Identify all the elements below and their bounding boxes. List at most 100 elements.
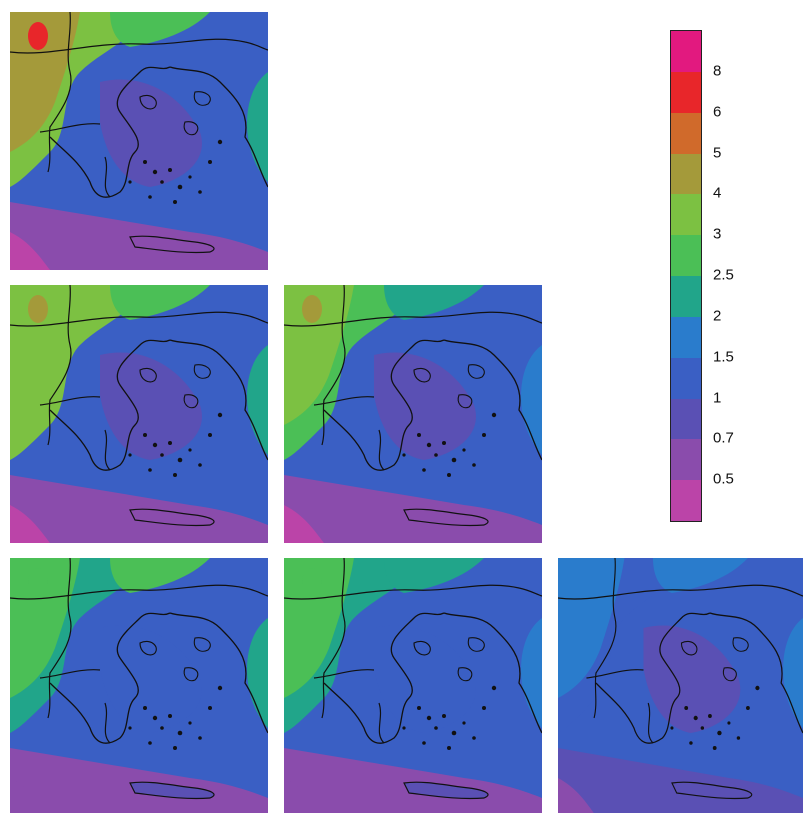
coast-peloponnese	[104, 702, 111, 744]
field-west-core	[10, 285, 80, 425]
border-north	[10, 311, 268, 327]
colorbar-tick-label: 0.5	[713, 470, 734, 488]
island-lesbos	[193, 364, 211, 379]
coast-peloponnese	[647, 702, 654, 744]
island-chios	[183, 394, 199, 409]
field-southwest	[558, 778, 594, 813]
field-west-peak	[28, 295, 48, 323]
coast-gulf	[39, 123, 101, 133]
map-panel-1	[10, 12, 268, 270]
island-crete	[129, 781, 215, 800]
border-west	[321, 558, 346, 719]
field-north	[110, 285, 210, 320]
field-aegean	[100, 625, 202, 733]
coast-mainland	[323, 339, 445, 471]
colorbar-tick-label: 5	[713, 144, 722, 161]
island-north-aegean	[413, 640, 431, 656]
field-north	[384, 558, 484, 593]
colorbar-tick-label: 6	[713, 103, 722, 121]
field-aegean	[100, 79, 202, 187]
coast-east	[443, 339, 542, 461]
island-lesbos	[467, 364, 485, 379]
field-southwest	[10, 778, 48, 813]
colorbar-band	[671, 480, 701, 522]
island-lesbos	[193, 637, 211, 652]
border-north	[558, 584, 803, 600]
field-aegean	[100, 352, 202, 460]
coast-mainland	[49, 339, 171, 471]
coast-mainland	[49, 66, 171, 198]
island-chios	[457, 394, 473, 409]
border-north	[10, 38, 268, 54]
coast-gulf	[39, 396, 101, 406]
field-west-peak	[28, 568, 48, 596]
colorbar-band	[671, 112, 701, 154]
field-west-core	[10, 12, 80, 152]
islands-cyclades	[670, 685, 760, 750]
island-lesbos	[467, 637, 485, 652]
field-north	[110, 558, 210, 593]
colorbar-band	[671, 71, 701, 114]
island-lesbos	[732, 637, 749, 652]
coast-peloponnese	[104, 156, 111, 198]
coast-gulf	[313, 396, 375, 406]
border-north	[10, 584, 268, 600]
island-north-aegean	[413, 367, 431, 383]
island-crete	[403, 781, 489, 800]
island-crete	[129, 508, 215, 527]
field-east	[783, 618, 803, 728]
coast-mainland	[323, 612, 445, 744]
colorbar-band	[671, 194, 701, 236]
colorbar-tick-label: 4	[713, 184, 722, 202]
border-west	[321, 285, 346, 446]
field-east	[521, 618, 542, 728]
field-east	[247, 345, 268, 455]
island-crete	[129, 235, 215, 254]
colorbar-band	[671, 235, 701, 277]
island-chios	[183, 667, 199, 682]
island-chios	[183, 121, 199, 136]
field-north	[110, 12, 210, 47]
coast-mainland	[595, 612, 711, 744]
island-crete	[403, 508, 489, 527]
coast-gulf	[39, 669, 101, 679]
island-north-aegean	[139, 94, 157, 110]
coast-east	[443, 612, 542, 734]
field-southwest	[10, 505, 50, 543]
field-west-peak	[28, 22, 48, 50]
map-panel-5	[284, 558, 542, 813]
field-north	[652, 558, 748, 593]
colorbar-tick-label: 3	[713, 225, 722, 243]
colorbar-tick-label: 0.7	[713, 429, 734, 447]
colorbar-band	[671, 357, 701, 399]
island-north-aegean	[139, 367, 157, 383]
islands-cyclades	[128, 685, 223, 750]
colorbar	[670, 30, 702, 522]
border-west	[593, 558, 617, 719]
coast-peloponnese	[378, 702, 385, 744]
field-west-core	[558, 558, 625, 698]
colorbar-band	[671, 31, 701, 73]
island-chios	[457, 667, 473, 682]
map-panel-4	[10, 558, 268, 813]
field-west-core	[284, 558, 354, 698]
field-west-core	[284, 285, 354, 425]
field-west-core	[10, 558, 80, 698]
border-west	[47, 558, 72, 719]
field-aegean	[374, 625, 476, 733]
island-north-aegean	[680, 640, 698, 656]
coast-east	[169, 339, 268, 461]
colorbar-tick-label: 1.5	[713, 348, 734, 366]
islands-cyclades	[128, 412, 223, 477]
colorbar-tick-label: 2	[713, 307, 722, 325]
border-west	[47, 12, 72, 173]
field-aegean	[643, 625, 741, 733]
field-southwest	[284, 505, 324, 543]
map-panel-3	[284, 285, 542, 543]
island-crete	[671, 781, 753, 800]
coast-east	[709, 612, 803, 734]
coast-east	[169, 66, 268, 188]
colorbar-band	[671, 398, 701, 440]
colorbar-band	[671, 276, 701, 318]
